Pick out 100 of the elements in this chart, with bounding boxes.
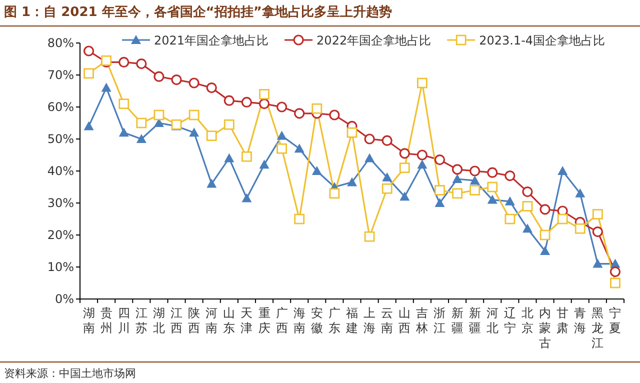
point xyxy=(540,230,550,240)
point xyxy=(118,56,130,68)
x-tick-label: 北京 xyxy=(521,306,534,335)
point xyxy=(188,78,200,88)
point xyxy=(592,258,603,268)
point xyxy=(399,162,410,173)
x-tick-label: 湖北 xyxy=(152,306,165,335)
point xyxy=(294,214,305,224)
x-tick-label: 重庆 xyxy=(258,306,270,335)
x-tick-label: 宁夏 xyxy=(609,306,622,335)
point xyxy=(83,46,94,56)
point xyxy=(522,201,533,212)
point xyxy=(242,151,252,162)
point xyxy=(136,134,146,143)
point xyxy=(101,82,112,92)
text: 资料来源：中国土地市场网 xyxy=(4,367,136,380)
point xyxy=(154,110,164,120)
x-tick-label: 广东 xyxy=(328,306,340,335)
x-tick-label: 内蒙古 xyxy=(539,306,552,350)
y-tick-label: 30% xyxy=(47,196,74,210)
point xyxy=(557,214,568,224)
x-tick-label: 山东 xyxy=(223,306,236,335)
x-tick-label: 江苏 xyxy=(135,306,148,335)
point xyxy=(575,188,586,198)
point xyxy=(188,110,200,120)
point xyxy=(224,119,234,130)
point xyxy=(382,135,392,146)
point xyxy=(434,198,445,207)
point xyxy=(452,164,463,175)
point xyxy=(487,182,498,192)
chart-title: 图 1：自 2021 年至今，各省国企“招拍挂”拿地占比多呈上升趋势 xyxy=(4,4,392,20)
point xyxy=(504,214,516,224)
x-tick-label: 江西 xyxy=(170,306,183,335)
y-tick-label: 40% xyxy=(47,164,74,178)
y-tick-label: 60% xyxy=(47,100,74,114)
y-tick-label: 0% xyxy=(54,292,74,306)
point xyxy=(470,176,480,185)
point xyxy=(522,186,533,198)
y-tick-label: 10% xyxy=(47,260,74,274)
legend-label: 2022年国企拿地占比 xyxy=(316,34,432,48)
point xyxy=(400,192,410,201)
point xyxy=(364,134,375,144)
x-tick-label: 山西 xyxy=(398,306,411,335)
point xyxy=(241,96,252,108)
point xyxy=(294,108,305,119)
point xyxy=(574,223,586,234)
x-tick-label: 新疆 xyxy=(451,306,464,335)
point xyxy=(592,209,603,220)
point xyxy=(206,82,217,94)
point xyxy=(312,103,322,114)
point xyxy=(382,183,392,194)
x-tick-label: 河北 xyxy=(486,306,498,335)
point xyxy=(224,95,234,106)
point xyxy=(610,278,620,288)
point xyxy=(276,102,288,112)
x-tick-label: 福建 xyxy=(345,306,358,335)
point xyxy=(206,130,217,141)
point xyxy=(242,193,252,202)
x-tick-label: 云南 xyxy=(381,306,394,335)
x-tick-label: 黑龙江 xyxy=(592,306,604,350)
x-tick-label: 辽宁 xyxy=(504,306,516,335)
x-tick-label: 湖南 xyxy=(82,306,95,335)
point xyxy=(592,226,603,238)
point xyxy=(276,143,288,154)
x-tick-label: 四川 xyxy=(118,306,130,335)
point xyxy=(276,130,287,140)
point xyxy=(416,78,428,88)
x-tick-label: 河南 xyxy=(206,306,218,335)
point xyxy=(558,166,568,175)
point xyxy=(364,153,375,162)
x-tick-label: 青海 xyxy=(574,306,586,335)
point xyxy=(452,174,462,183)
point xyxy=(470,166,480,176)
y-tick-label: 70% xyxy=(47,68,74,82)
point xyxy=(434,185,445,196)
y-tick-label: 20% xyxy=(47,228,74,242)
point xyxy=(504,170,516,182)
point xyxy=(487,194,498,204)
x-tick-label: 吉林 xyxy=(415,306,428,335)
point xyxy=(84,121,94,130)
legend-label: 2023.1-4国企拿地占比 xyxy=(479,34,606,48)
x-tick-label: 安徽 xyxy=(310,306,323,335)
point xyxy=(294,144,304,153)
point xyxy=(224,153,234,162)
point xyxy=(347,177,357,186)
point xyxy=(329,188,340,199)
x-tick-label: 新疆 xyxy=(468,306,481,335)
point xyxy=(259,89,270,100)
point xyxy=(346,127,358,138)
point xyxy=(258,98,270,110)
point xyxy=(118,98,130,109)
point xyxy=(136,58,147,70)
point xyxy=(417,160,428,169)
point xyxy=(382,172,392,182)
x-tick-label: 贵州 xyxy=(100,306,112,335)
x-tick-label: 海南 xyxy=(293,306,306,335)
point xyxy=(364,231,375,242)
point xyxy=(329,110,340,120)
point xyxy=(522,224,532,233)
x-tick-label: 甘肃 xyxy=(556,306,569,335)
